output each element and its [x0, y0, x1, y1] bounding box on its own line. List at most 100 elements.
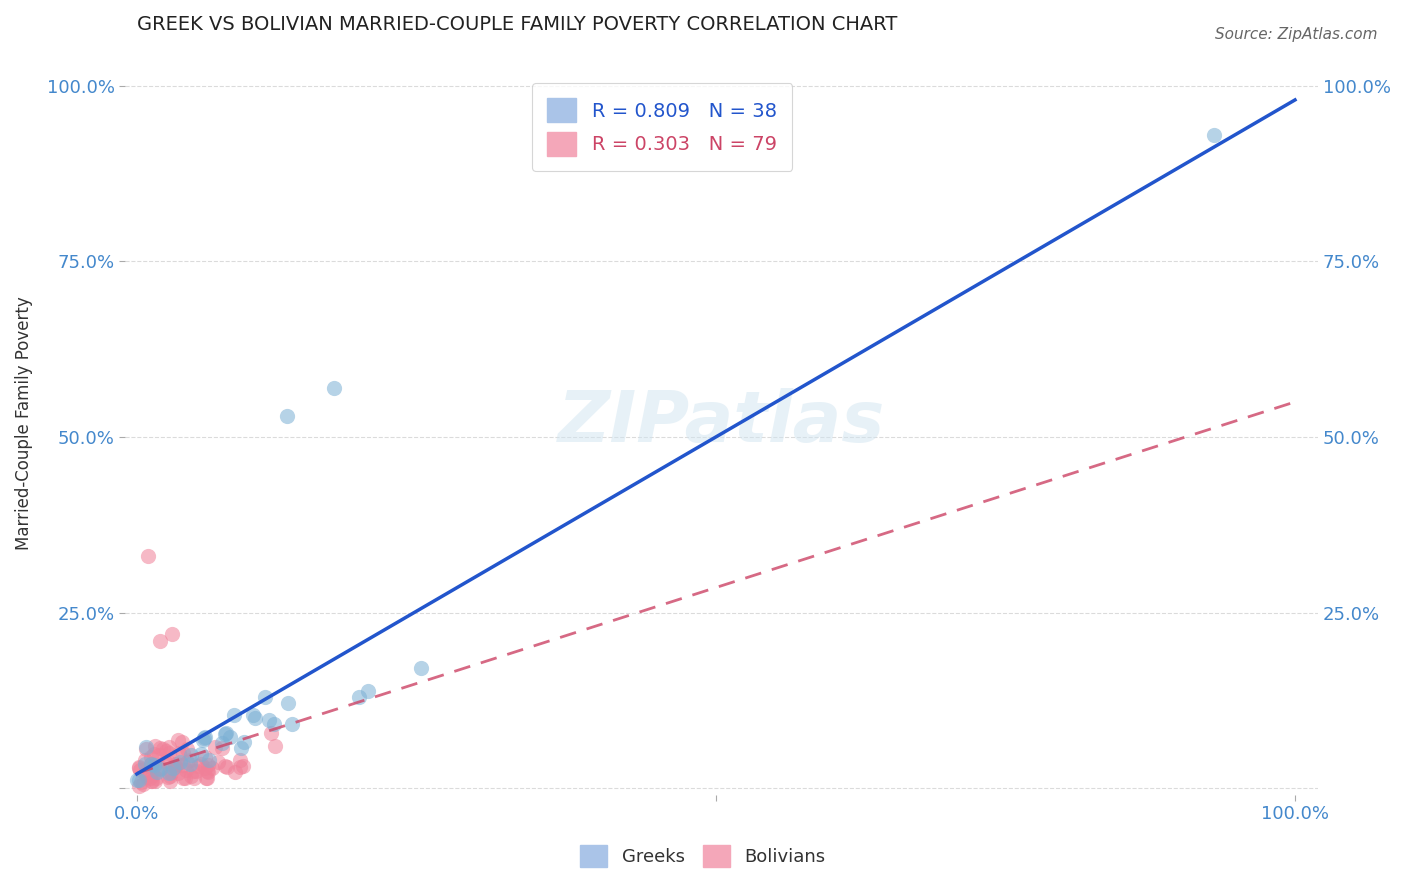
Point	[357, 684, 380, 698]
Point	[135, 770, 157, 784]
Point	[224, 708, 246, 723]
Point	[259, 713, 281, 727]
Point	[167, 746, 190, 760]
Point	[194, 730, 217, 744]
Point	[174, 763, 197, 777]
Point	[172, 758, 194, 772]
Text: GREEK VS BOLIVIAN MARRIED-COUPLE FAMILY POVERTY CORRELATION CHART: GREEK VS BOLIVIAN MARRIED-COUPLE FAMILY …	[138, 15, 897, 34]
Point	[176, 742, 198, 756]
Point	[157, 770, 180, 784]
Point	[180, 769, 202, 783]
Point	[143, 747, 166, 761]
Point	[148, 761, 170, 775]
Point	[197, 765, 219, 780]
Point	[197, 758, 219, 772]
Point	[159, 766, 181, 780]
Point	[167, 765, 190, 780]
Point	[149, 762, 172, 776]
Point	[148, 747, 170, 762]
Point	[215, 726, 238, 740]
Point	[253, 690, 276, 704]
Point	[139, 756, 162, 771]
Point	[187, 759, 209, 773]
Point	[152, 741, 174, 756]
Point	[263, 717, 285, 731]
Point	[195, 764, 218, 778]
Point	[224, 765, 246, 780]
Point	[155, 744, 177, 758]
Point	[135, 741, 157, 756]
Point	[134, 756, 156, 771]
Point	[183, 771, 205, 785]
Point	[201, 761, 224, 775]
Point	[172, 746, 194, 760]
Point	[229, 740, 252, 755]
Point	[322, 381, 344, 395]
Point	[146, 765, 169, 780]
Point	[281, 716, 304, 731]
Point	[194, 761, 217, 775]
Point	[143, 757, 166, 772]
Point	[228, 760, 250, 774]
Point	[127, 773, 149, 788]
Point	[229, 753, 252, 767]
Point	[134, 753, 156, 767]
Y-axis label: Married-Couple Family Poverty: Married-Couple Family Poverty	[15, 296, 32, 549]
Point	[165, 756, 187, 771]
Point	[159, 774, 181, 789]
Point	[159, 769, 181, 783]
Point	[169, 755, 191, 769]
Point	[174, 772, 197, 786]
Point	[162, 761, 184, 775]
Point	[157, 765, 180, 780]
Point	[145, 774, 167, 789]
Point	[167, 733, 190, 747]
Point	[195, 771, 218, 785]
Point	[193, 733, 215, 747]
Point	[150, 761, 173, 775]
Point	[214, 759, 236, 773]
Point	[179, 757, 201, 772]
Point	[141, 774, 163, 789]
Point	[128, 760, 150, 774]
Point	[138, 771, 160, 785]
Point	[143, 739, 166, 754]
Point	[157, 740, 180, 755]
Point	[409, 661, 432, 675]
Point	[139, 757, 162, 772]
Point	[1202, 128, 1225, 142]
Point	[217, 760, 239, 774]
Point	[139, 774, 162, 789]
Point	[193, 731, 215, 746]
Point	[156, 754, 179, 768]
Point	[141, 760, 163, 774]
Point	[142, 767, 165, 781]
Point	[176, 755, 198, 769]
Point	[128, 761, 150, 775]
Point	[170, 734, 193, 748]
Point	[129, 775, 152, 789]
Point	[163, 759, 186, 773]
Point	[155, 756, 177, 770]
Point	[134, 765, 156, 780]
Point	[194, 749, 217, 764]
Point	[231, 759, 253, 773]
Point	[181, 764, 204, 779]
Legend: Greeks, Bolivians: Greeks, Bolivians	[574, 838, 832, 874]
Point	[190, 757, 212, 772]
Point	[135, 740, 157, 755]
Point	[128, 779, 150, 793]
Point	[219, 730, 242, 744]
Point	[131, 777, 153, 791]
Point	[233, 734, 256, 748]
Text: Source: ZipAtlas.com: Source: ZipAtlas.com	[1215, 27, 1378, 42]
Point	[160, 626, 183, 640]
Point	[245, 711, 267, 725]
Legend: R = 0.809   N = 38, R = 0.303   N = 79: R = 0.809 N = 38, R = 0.303 N = 79	[531, 83, 793, 171]
Point	[149, 633, 172, 648]
Point	[207, 755, 229, 769]
Point	[204, 740, 226, 755]
Point	[276, 409, 298, 423]
Point	[179, 753, 201, 767]
Point	[184, 764, 207, 778]
